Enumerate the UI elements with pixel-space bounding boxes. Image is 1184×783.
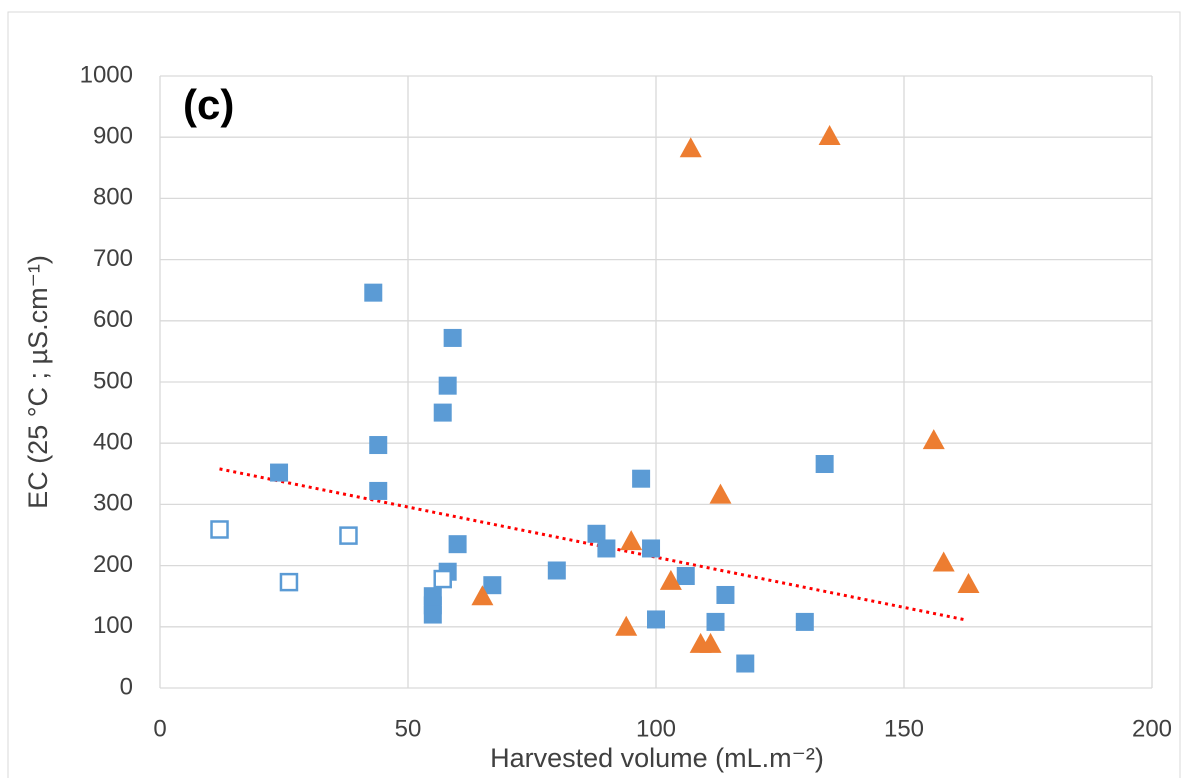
trendline — [219, 467, 964, 621]
point — [815, 455, 834, 474]
y-tick-label: 700 — [93, 245, 133, 272]
x-tick-label: 150 — [884, 715, 924, 742]
point — [716, 585, 735, 604]
point — [433, 403, 452, 422]
x-tick-label: 100 — [636, 715, 676, 742]
y-tick-label: 400 — [93, 429, 133, 456]
point — [339, 526, 358, 545]
point — [587, 524, 606, 543]
point — [676, 567, 695, 586]
marks — [210, 124, 980, 673]
point — [438, 376, 457, 395]
chart-frame — [7, 11, 1181, 783]
point — [620, 530, 643, 551]
point — [443, 328, 462, 347]
point — [647, 610, 665, 629]
y-tick-label: 300 — [93, 490, 133, 517]
point — [922, 429, 945, 450]
y-tick-label: 0 — [120, 673, 133, 700]
y-axis-title: EC (25 °C ; µS.cm⁻¹) — [23, 255, 53, 509]
y-tick-label: 500 — [93, 367, 133, 394]
grid — [159, 75, 1153, 689]
point — [736, 654, 755, 673]
y-tick-label: 600 — [93, 306, 133, 333]
point — [615, 615, 638, 636]
y-tick-label: 200 — [93, 551, 133, 578]
x-tick-label: 200 — [1132, 715, 1172, 742]
x-tick-label: 0 — [153, 715, 166, 742]
point — [483, 576, 502, 595]
y-tick-label: 1000 — [80, 61, 133, 88]
point — [597, 539, 616, 558]
point — [659, 569, 682, 590]
point — [632, 469, 651, 488]
y-tick-label: 100 — [93, 612, 133, 639]
point — [706, 612, 725, 631]
point — [699, 632, 722, 653]
point — [818, 124, 841, 145]
point — [423, 605, 442, 624]
point — [448, 535, 467, 554]
point — [369, 481, 388, 500]
point — [932, 551, 955, 572]
y-tick-label: 900 — [93, 123, 133, 150]
point — [679, 137, 702, 158]
point — [795, 612, 814, 631]
point — [279, 572, 299, 592]
point — [270, 463, 289, 482]
x-axis-title: Harvested volume (mL.m⁻²) — [490, 743, 824, 773]
point — [433, 569, 452, 589]
x-tick-label: 50 — [395, 715, 422, 742]
point — [364, 283, 383, 302]
point — [709, 483, 732, 504]
point — [369, 436, 388, 455]
point — [547, 561, 566, 580]
point — [957, 572, 980, 593]
annotation: (c) — [183, 81, 234, 128]
point — [471, 585, 494, 606]
point — [210, 520, 229, 539]
point — [642, 539, 661, 558]
y-tick-label: 800 — [93, 184, 133, 211]
